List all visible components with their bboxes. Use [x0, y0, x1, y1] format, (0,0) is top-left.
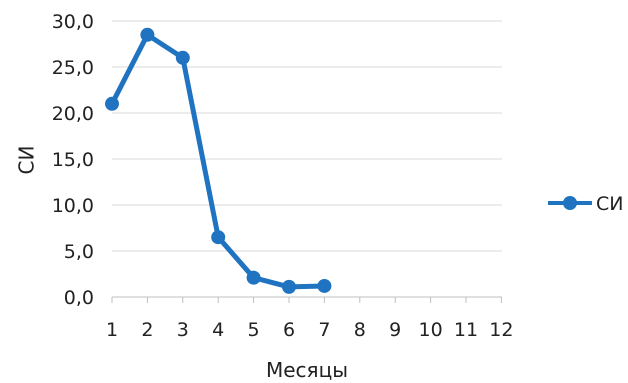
y-axis-tick-labels: 0,0 5,0 10,0 15,0 20,0 25,0 30,0: [52, 11, 94, 309]
legend-marker: [563, 196, 577, 210]
data-point: [246, 270, 261, 285]
y-tick-label: 25,0: [52, 57, 94, 79]
x-tick-label: 11: [454, 319, 478, 341]
y-tick-label: 20,0: [52, 103, 94, 125]
series-points: [105, 27, 332, 294]
y-tick-label: 15,0: [52, 149, 94, 171]
x-tick-label: 12: [489, 319, 513, 341]
x-tick-label: 3: [177, 319, 189, 341]
series-line: [109, 32, 327, 290]
x-tick-label: 6: [283, 319, 295, 341]
y-tick-label: 10,0: [52, 195, 94, 217]
x-tick-label: 5: [248, 319, 260, 341]
y-axis-title: СИ: [15, 146, 39, 175]
x-tick-label: 2: [141, 319, 153, 341]
x-tick-label: 9: [389, 319, 401, 341]
data-point: [175, 50, 190, 65]
x-axis-tick-labels: 1 2 3 4 5 6 7 8 9 10 11 12: [106, 319, 514, 341]
x-tick-label: 1: [106, 319, 118, 341]
x-tick-label: 7: [318, 319, 330, 341]
x-tick-label: 4: [212, 319, 224, 341]
data-point: [211, 230, 226, 245]
x-tick-label: 10: [419, 319, 443, 341]
legend: СИ: [548, 193, 623, 215]
legend-label: СИ: [596, 193, 623, 215]
x-axis-ticks: [111, 297, 502, 303]
y-tick-label: 5,0: [64, 241, 94, 263]
y-tick-label: 30,0: [52, 11, 94, 33]
data-point: [140, 27, 155, 42]
x-tick-label: 8: [354, 319, 366, 341]
data-point: [105, 96, 119, 111]
y-tick-label: 0,0: [64, 287, 94, 309]
data-point: [317, 278, 332, 293]
data-point: [282, 279, 296, 294]
gridlines: [112, 20, 502, 252]
x-axis-title: Месяцы: [266, 358, 348, 382]
